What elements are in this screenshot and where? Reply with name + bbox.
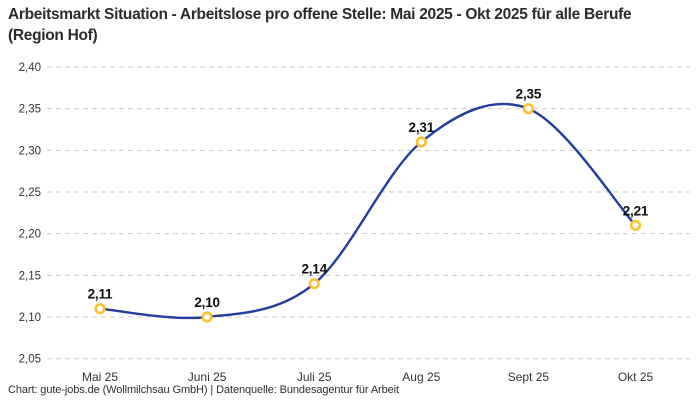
- x-tick-label: Mai 25: [82, 370, 118, 384]
- y-tick-label: 2,05: [19, 354, 41, 366]
- chart-source-note: Chart: gute-jobs.de (Wollmilchsau GmbH) …: [8, 384, 399, 396]
- data-point-marker: [629, 219, 642, 231]
- data-point-label: 2,10: [194, 295, 219, 310]
- x-tick-label: Sept 25: [508, 370, 550, 384]
- y-tick-label: 2,15: [19, 270, 41, 282]
- data-point-label: 2,14: [301, 262, 327, 277]
- y-tick-label: 2,30: [19, 145, 41, 157]
- y-tick-label: 2,20: [19, 229, 41, 241]
- data-point-marker: [415, 136, 427, 148]
- chart-title: Arbeitsmarkt Situation - Arbeitslose pro…: [8, 6, 632, 44]
- data-point-marker: [94, 303, 106, 315]
- x-tick-label: Okt 25: [618, 370, 654, 384]
- x-tick-label: Juli 25: [297, 370, 332, 384]
- data-point-label: 2,21: [623, 203, 649, 218]
- x-tick-label: Aug 25: [402, 370, 440, 384]
- data-line: [98, 102, 637, 320]
- data-point-marker: [201, 311, 213, 323]
- y-tick-label: 2,25: [19, 187, 41, 199]
- data-point-label: 2,35: [516, 87, 542, 102]
- data-point-marker: [522, 103, 535, 115]
- data-point-marker: [308, 278, 320, 290]
- data-point-label: 2,11: [88, 287, 113, 302]
- y-tick-label: 2,40: [19, 62, 41, 74]
- x-tick-label: Juni 25: [188, 370, 227, 384]
- y-tick-label: 2,35: [19, 104, 41, 116]
- y-tick-label: 2,10: [19, 312, 41, 324]
- data-point-label: 2,31: [409, 120, 435, 135]
